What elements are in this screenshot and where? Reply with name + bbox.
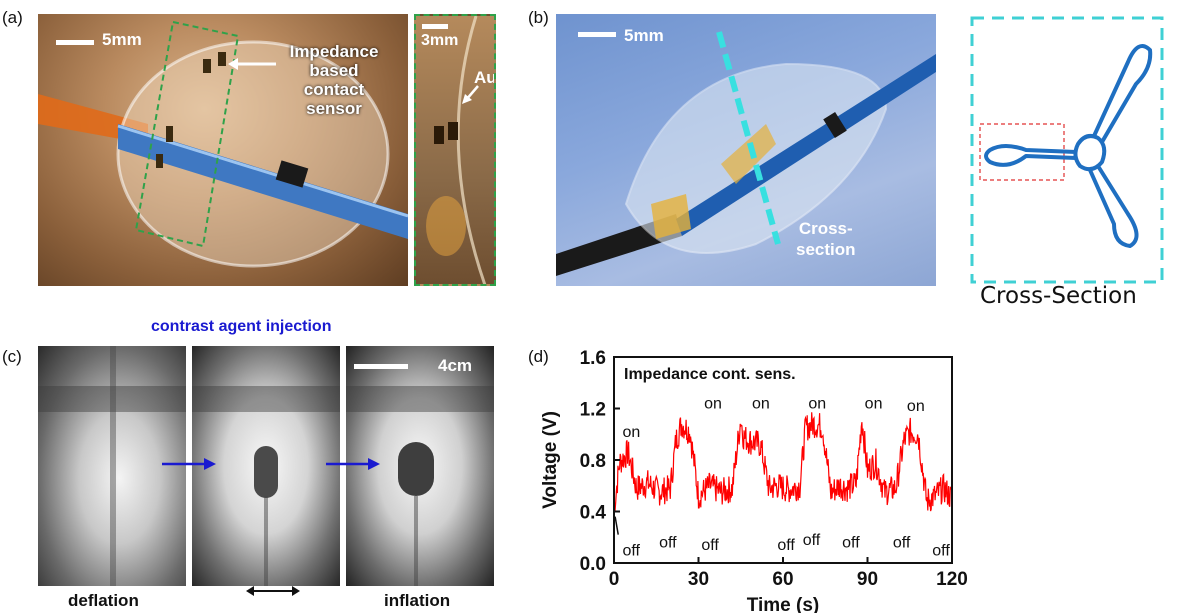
voltage-chart: 0.0 0.4 0.8 1.2 1.6 0 30 60 90 120 Time (s) Voltage… (540, 348, 968, 613)
off-pointer-arrow (614, 516, 619, 535)
cross-section-diagram (970, 16, 1164, 284)
cross-section-caption: Cross-Section (980, 283, 1137, 309)
off-annotation: off (659, 535, 677, 552)
on-annotation: on (704, 396, 722, 413)
x-tick-label: 120 (936, 569, 968, 590)
deflation-caption: deflation (68, 591, 139, 610)
on-annotation: on (907, 398, 925, 415)
panel-a-label: (a) (2, 8, 23, 27)
off-annotation: off (932, 542, 950, 559)
y-tick-label: 1.6 (580, 348, 606, 369)
xray-mid (192, 346, 340, 586)
arrow-icon (326, 458, 380, 470)
y-axis-label: Voltage (V) (540, 411, 561, 509)
scale-bar-b (578, 32, 616, 37)
scale-bar-c (354, 364, 408, 369)
scale-label-b: 5mm (624, 26, 664, 45)
balloon-photo: 5mm Impedance based contact sensor (38, 14, 408, 286)
off-annotation: off (893, 535, 911, 552)
on-annotation: on (622, 424, 640, 441)
scale-label-c: 4cm (438, 356, 473, 375)
off-annotation: off (803, 532, 821, 549)
off-annotation: off (701, 537, 719, 554)
au-annotation: Au (474, 68, 496, 87)
inflation-caption: inflation (384, 591, 451, 610)
balloon-illustration (38, 20, 408, 268)
off-annotation: off (777, 537, 795, 554)
panel-c-label: (c) (2, 347, 22, 366)
contrast-title: contrast agent injection (151, 318, 332, 335)
xray-deflation (38, 346, 186, 586)
y-tick-label: 0.4 (580, 503, 607, 524)
inset-illustration (426, 16, 487, 284)
off-annotation: off (842, 535, 860, 552)
cross-annotation-line: Cross- (798, 219, 853, 238)
double-arrow-icon (246, 586, 300, 596)
cross-annotation-line: section (796, 240, 856, 259)
voltage-series-line (613, 412, 952, 512)
x-tick-label: 90 (857, 569, 878, 590)
y-tick-label: 1.2 (580, 400, 606, 421)
sensor-annotation: Impedance based contact sensor (284, 42, 384, 118)
scale-label-inset: 3mm (421, 32, 459, 49)
balloon-photo-b: 5mm Cross- section (556, 14, 936, 286)
panel-b-label: (b) (528, 8, 549, 27)
scale-bar-a (56, 40, 94, 45)
x-tick-label: 0 (609, 569, 620, 590)
scale-label-a: 5mm (102, 30, 142, 49)
on-annotation: on (865, 396, 883, 413)
sensor-annotation-line: Impedance (289, 42, 379, 61)
cross-section-annotation: Cross- section (796, 218, 856, 260)
on-annotation: on (752, 396, 770, 413)
sensor-annotation-line: sensor (306, 99, 362, 118)
arrow-icon (162, 458, 216, 470)
chart-title: Impedance cont. sens. (624, 366, 796, 383)
sensor-annotation-line: based (309, 61, 359, 80)
sensor-annotation-line: contact (303, 80, 365, 99)
panel-d-label: (d) (528, 347, 549, 366)
scale-bar-inset (422, 24, 448, 29)
y-tick-label: 0.0 (580, 554, 606, 575)
x-tick-label: 60 (772, 569, 793, 590)
x-axis-label: Time (s) (747, 595, 820, 613)
off-annotation: off (622, 542, 640, 559)
x-tick-label: 30 (688, 569, 709, 590)
balloon-illustration-b (556, 31, 936, 276)
inset-photo: 3mm Au (414, 14, 496, 286)
on-annotation: on (808, 396, 826, 413)
y-tick-label: 0.8 (580, 451, 606, 472)
